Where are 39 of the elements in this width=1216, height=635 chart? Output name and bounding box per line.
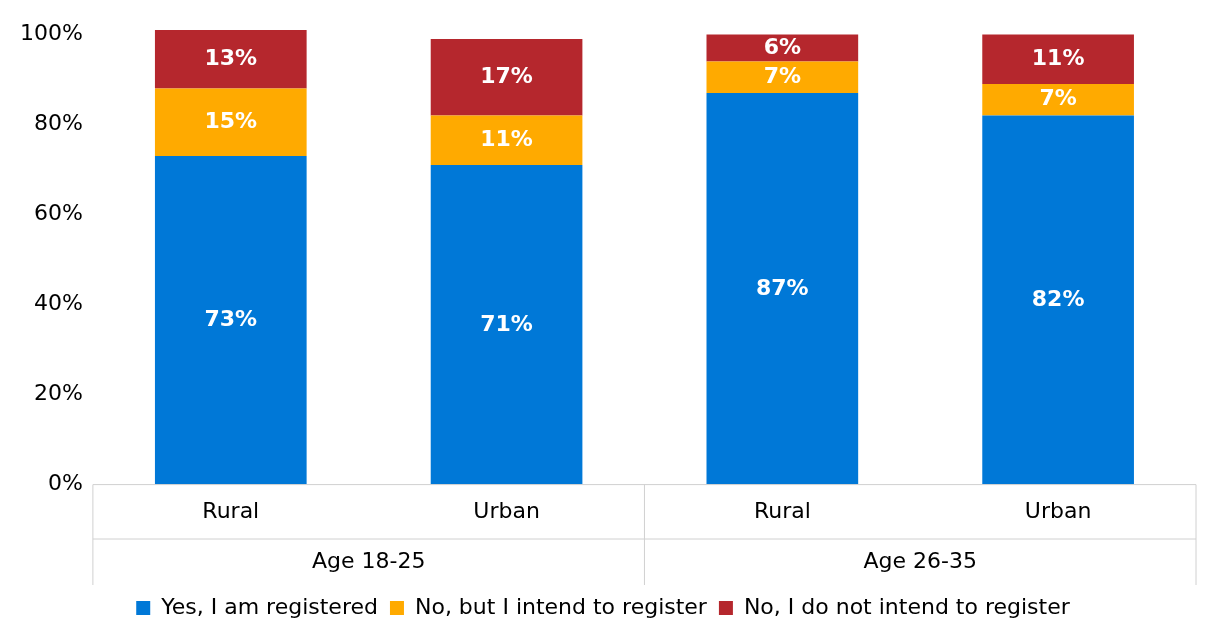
text: Age 26-35 [863,547,977,573]
x-tick-label: Urban [473,497,540,523]
bar [430,115,583,166]
data-label: 87% [756,274,809,300]
data-label: 17% [480,62,533,88]
bar [982,115,1134,485]
x-tick-label: Urban [1024,497,1092,523]
x-tick-label: Rural [753,497,811,523]
legend-label: No, but I intend to register [414,593,708,619]
bar [430,39,583,116]
data-label: 15% [204,107,258,133]
bar [154,30,307,89]
data-label: 73% [204,306,258,332]
bar [154,156,307,485]
data-label: 11% [1031,44,1085,70]
y-tick-label: 20% [33,380,83,406]
bar [154,88,307,157]
legend-label: No, I do not intend to register [743,593,1071,619]
bar [982,84,1134,116]
x-tick-label: Rural [202,497,260,523]
data-label: 71% [480,310,533,336]
data-label: 13% [204,44,258,70]
y-tick-label: 40% [33,290,83,316]
bar [430,165,583,485]
bar [706,93,859,485]
data-label: 7% [763,62,802,88]
data-label: 11% [480,125,533,151]
y-tick-label: 60% [33,200,83,226]
bar [706,61,859,94]
data-label: 6% [763,33,802,59]
text: Age 18-25 [311,547,426,573]
bar [982,34,1134,85]
y-tick-label: 80% [33,110,83,136]
bar [706,34,859,62]
legend-label: Yes, I am registered [160,593,378,619]
y-tick-label: 100% [19,20,83,46]
data-label: 82% [1031,285,1085,311]
y-tick-label: 0% [47,470,83,496]
data-label: 7% [1039,85,1077,111]
